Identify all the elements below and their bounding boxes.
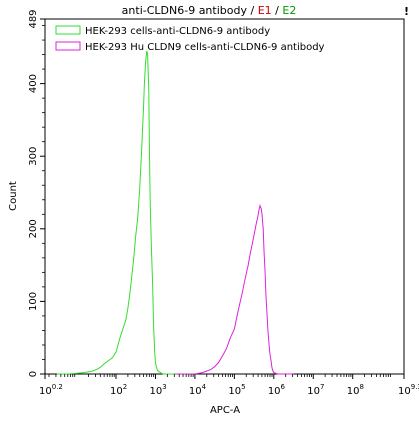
y-tick-label-4: 400 bbox=[28, 74, 39, 93]
x-tick-base-3: 10 bbox=[189, 386, 202, 397]
chart-title-e1: E1 bbox=[258, 4, 272, 17]
y-tick-label-0: 0 bbox=[28, 371, 39, 377]
axis-layer: 100.2102103104105106107108109.3010020030… bbox=[28, 9, 419, 397]
legend-label-1: HEK-293 cells-anti-CLDN6-9 antibody bbox=[85, 26, 270, 37]
y-tick-label-5: 489 bbox=[28, 9, 39, 28]
x-tick-exp-1: 2 bbox=[123, 383, 127, 391]
x-tick-base-6: 10 bbox=[307, 386, 320, 397]
x-tick-exp-2: 3 bbox=[162, 383, 166, 391]
x-tick-base-0: 10 bbox=[39, 386, 52, 397]
x-tick-exp-7: 8 bbox=[359, 383, 363, 391]
legend: HEK-293 cells-anti-CLDN6-9 antibody HEK-… bbox=[55, 25, 325, 53]
x-tick-base-1: 10 bbox=[110, 386, 123, 397]
y-tick-label-3: 300 bbox=[28, 147, 39, 166]
x-tick-label-5: 106 bbox=[268, 383, 286, 397]
x-tick-label-1: 102 bbox=[110, 383, 127, 397]
x-tick-exp-6: 7 bbox=[320, 383, 324, 391]
y-axis-label: Count bbox=[8, 181, 19, 211]
x-tick-label-8: 109.3 bbox=[398, 383, 419, 397]
x-tick-label-2: 103 bbox=[149, 383, 166, 397]
legend-label-2: HEK-293 Hu CLDN9 cells-anti-CLDN6-9 anti… bbox=[85, 42, 325, 53]
x-tick-exp-8: 9.3 bbox=[411, 383, 419, 391]
chart-title: anti-CLDN6-9 antibody / E1 / E2 bbox=[122, 4, 297, 17]
series-line-2 bbox=[175, 203, 294, 375]
x-axis-label: APC-A bbox=[210, 405, 240, 416]
x-tick-label-3: 104 bbox=[189, 383, 207, 397]
x-tick-exp-4: 5 bbox=[241, 383, 245, 391]
series-layer bbox=[56, 50, 294, 375]
x-tick-base-4: 10 bbox=[228, 386, 241, 397]
x-tick-label-6: 107 bbox=[307, 383, 324, 397]
chart-title-e2: E2 bbox=[282, 4, 296, 17]
plot-area bbox=[44, 18, 405, 375]
x-tick-exp-3: 4 bbox=[202, 383, 207, 391]
chart-title-main: anti-CLDN6-9 antibody bbox=[122, 4, 248, 17]
series-line-1 bbox=[56, 50, 176, 375]
y-tick-label-1: 100 bbox=[28, 292, 39, 311]
x-tick-label-0: 100.2 bbox=[39, 383, 63, 397]
legend-swatch-green bbox=[55, 25, 81, 35]
corner-mark: ! bbox=[404, 5, 409, 18]
chart-title-separator: / bbox=[250, 4, 254, 17]
x-tick-label-4: 105 bbox=[228, 383, 245, 397]
y-tick-label-2: 200 bbox=[28, 219, 39, 238]
chart-title-separator-2: / bbox=[275, 4, 279, 17]
x-tick-label-7: 108 bbox=[347, 383, 364, 397]
legend-swatch-magenta bbox=[55, 41, 81, 51]
x-tick-base-2: 10 bbox=[149, 386, 162, 397]
x-tick-exp-5: 6 bbox=[281, 383, 286, 391]
x-tick-base-7: 10 bbox=[347, 386, 360, 397]
x-tick-base-5: 10 bbox=[268, 386, 281, 397]
x-tick-exp-0: 0.2 bbox=[52, 383, 63, 391]
x-tick-base-8: 10 bbox=[398, 386, 411, 397]
